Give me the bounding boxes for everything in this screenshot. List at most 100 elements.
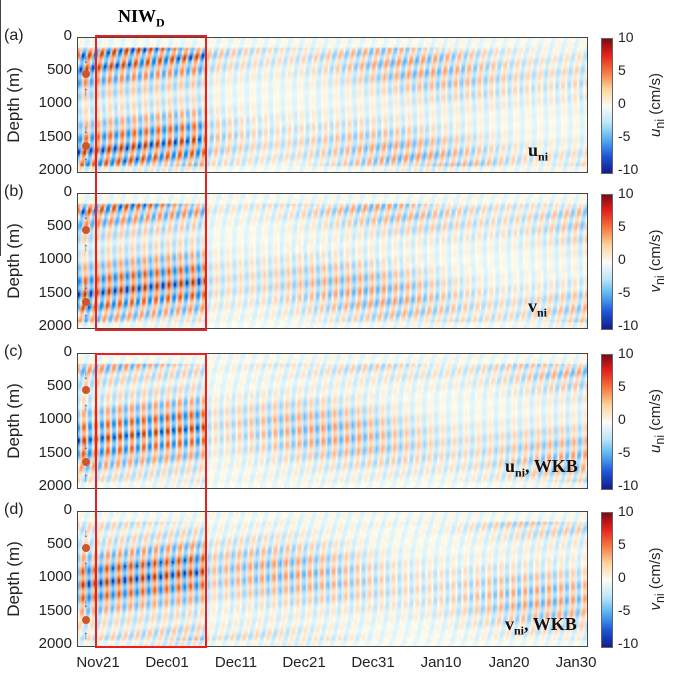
colorbar-tick: 5 — [618, 536, 626, 552]
var-name: v — [505, 614, 514, 634]
arrow-up-icon: ↑ — [83, 470, 89, 484]
colorbar-tick: 0 — [618, 251, 626, 267]
x-tick-mark — [0, 136, 1, 140]
x-tick-mark — [0, 20, 1, 24]
x-tick-mark — [0, 48, 1, 52]
x-tick-mark — [0, 80, 1, 84]
x-tick-mark — [0, 160, 1, 164]
x-tick-mark — [0, 224, 1, 228]
arrow-up-icon: ↑ — [83, 154, 89, 168]
x-tick-mark — [0, 204, 1, 208]
x-tick-label: Nov21 — [76, 654, 120, 671]
arrow-down-icon: ↓ — [83, 526, 89, 540]
colorbar-tick: -10 — [618, 635, 639, 651]
arrow-down-icon: ↓ — [83, 52, 89, 66]
variable-label: uni, WKB — [505, 456, 578, 481]
x-tick-mark — [0, 60, 1, 64]
x-tick-mark — [0, 176, 1, 180]
arrow-up-icon: ↑ — [83, 84, 89, 98]
x-tick-mark — [0, 108, 1, 112]
var-extra: , WKB — [525, 456, 578, 476]
panel-label: (c) — [4, 343, 23, 360]
colorbar-tick: 5 — [618, 378, 626, 394]
arrow-up-icon: ↑ — [83, 558, 89, 572]
colorbar-tick: 5 — [618, 218, 626, 234]
colorbar — [601, 512, 613, 648]
x-tick-mark — [0, 236, 1, 240]
colorbar — [601, 194, 613, 330]
x-tick-mark — [0, 228, 1, 232]
var-sub: ni — [537, 305, 548, 320]
x-tick-label: Dec11 — [214, 654, 258, 671]
colorbar — [601, 354, 613, 490]
panel-label: (d) — [4, 501, 24, 518]
x-tick-mark — [0, 124, 1, 128]
x-tick-mark — [0, 220, 1, 224]
x-tick-mark — [0, 200, 1, 204]
y-tick-label: 1500 — [38, 127, 72, 145]
x-tick-mark — [0, 232, 1, 236]
y-tick-label: 2000 — [38, 635, 72, 652]
y-tick-label: 1000 — [38, 410, 72, 427]
heatmap-panel-1 — [77, 193, 588, 329]
x-tick-mark — [0, 64, 1, 68]
x-tick-mark — [0, 88, 1, 92]
cbar-sub: ni — [653, 434, 667, 445]
colorbar-tick: -10 — [618, 317, 639, 333]
var-name: u — [528, 140, 539, 160]
x-tick-mark — [0, 24, 1, 28]
heatmap-panel-2 — [77, 353, 588, 489]
x-tick-mark — [0, 16, 1, 20]
arrow-up-icon: ↑ — [83, 310, 89, 324]
colorbar-tick: 10 — [618, 345, 634, 361]
colorbar-tick: 0 — [618, 95, 626, 111]
mooring-depth-dot — [82, 298, 90, 306]
x-tick-mark — [0, 84, 1, 88]
colorbar-tick: 10 — [618, 185, 634, 201]
x-tick-label: Dec31 — [351, 654, 395, 671]
x-tick-mark — [0, 112, 1, 116]
colorbar-tick: 5 — [618, 62, 626, 78]
y-tick-label: 1500 — [38, 283, 72, 301]
x-tick-mark — [0, 128, 1, 132]
y-tick-label: 0 — [63, 27, 72, 44]
cbar-unit: (cm/s) — [647, 547, 664, 590]
x-tick-mark — [0, 96, 1, 100]
arrow-down-icon: ↓ — [83, 278, 89, 292]
x-tick-mark — [0, 212, 1, 216]
niw-title: NIWD — [118, 6, 165, 31]
mooring-depth-dot — [82, 458, 90, 466]
x-tick-mark — [0, 68, 1, 72]
colorbar-tick: -5 — [618, 284, 631, 300]
y-tick-label: 2000 — [38, 477, 72, 494]
panel-label: (b) — [4, 183, 24, 200]
cbar-var: v — [647, 285, 664, 293]
heatmap-canvas — [78, 354, 587, 488]
x-tick-mark — [0, 196, 1, 200]
x-tick-mark — [0, 76, 1, 80]
colorbar-tick: 0 — [618, 411, 626, 427]
cbar-sub: ni — [653, 275, 667, 286]
variable-label: uni — [528, 140, 548, 165]
x-tick-mark — [0, 152, 1, 156]
colorbar-tick: -10 — [618, 477, 639, 493]
x-tick-mark — [0, 100, 1, 104]
colorbar-label: vni (cm/s) — [647, 519, 667, 639]
variable-label: vni — [528, 296, 547, 321]
colorbar — [601, 38, 613, 174]
y-tick-label: 0 — [63, 183, 72, 200]
var-sub: ni — [514, 623, 525, 638]
arrow-up-icon: ↑ — [83, 240, 89, 254]
x-tick-mark — [0, 36, 1, 40]
x-tick-mark — [0, 164, 1, 168]
x-tick-mark — [0, 32, 1, 36]
cbar-unit: (cm/s) — [647, 389, 664, 431]
mooring-depth-dot — [82, 544, 90, 552]
x-tick-label: Jan20 — [488, 654, 530, 671]
variable-label: vni, WKB — [505, 614, 577, 639]
colorbar-tick: -5 — [618, 602, 631, 618]
x-tick-mark — [0, 244, 1, 248]
cbar-sub: ni — [653, 118, 667, 129]
y-tick-label: 1000 — [38, 568, 72, 585]
x-tick-mark — [0, 168, 1, 172]
